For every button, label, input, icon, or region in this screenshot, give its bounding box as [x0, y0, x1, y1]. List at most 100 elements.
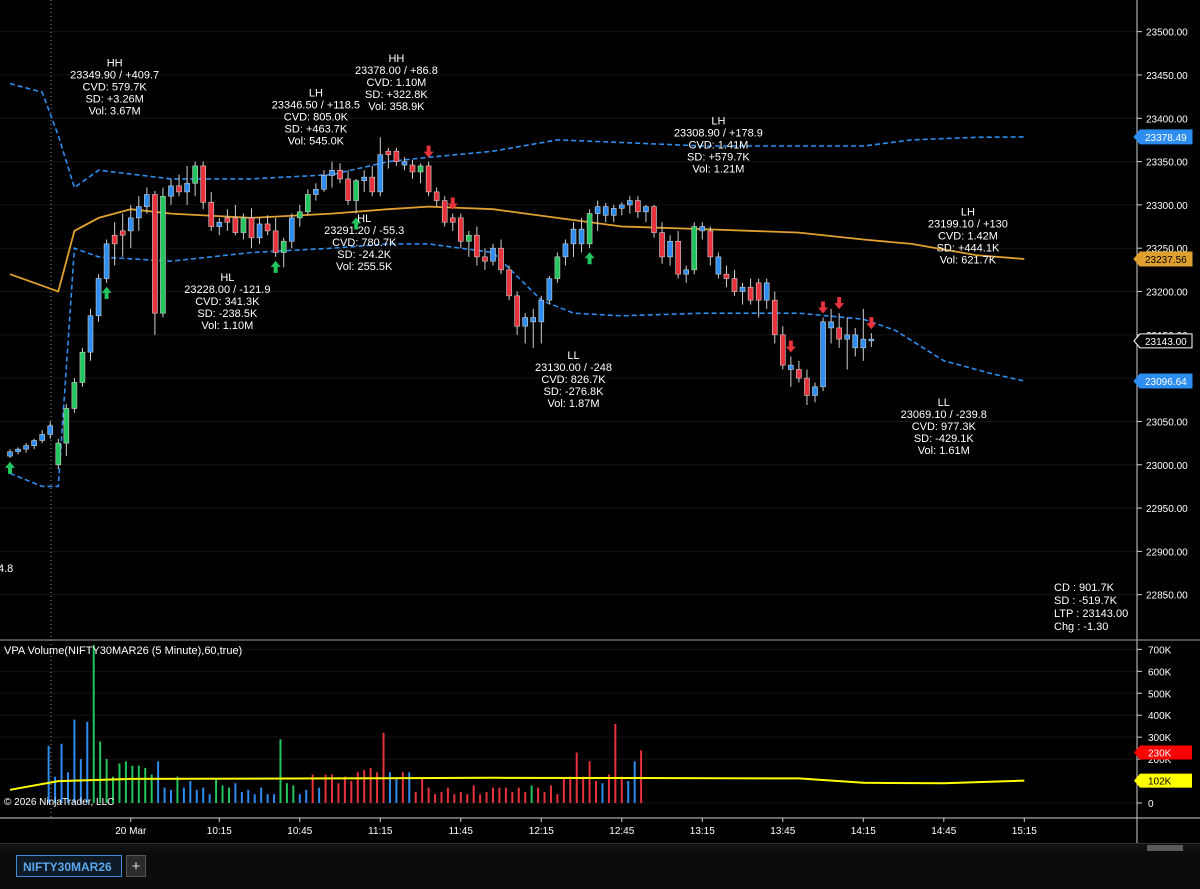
candle-body: [79, 351, 86, 383]
up-arrow-icon: [5, 461, 15, 474]
candle-body: [152, 194, 158, 314]
candle-body: [184, 182, 190, 193]
candle-body: [538, 299, 545, 323]
swing-label-line: Vol: 621.7K: [940, 254, 997, 266]
candle-body: [305, 194, 311, 213]
info-box-line: CD : 901.7K: [1054, 582, 1115, 594]
price-tick-label: 22950.00: [1146, 504, 1188, 515]
candle: [353, 178, 359, 214]
candle-body: [755, 282, 762, 301]
candle-body: [457, 217, 464, 242]
candle: [570, 222, 577, 257]
candle-body: [675, 240, 681, 275]
tab-nifty30mar26[interactable]: NIFTY30MAR26: [16, 855, 122, 877]
price-marker-label: 23378.49: [1145, 133, 1187, 144]
candle: [152, 191, 158, 335]
candle: [618, 202, 625, 216]
candle-body: [176, 185, 182, 193]
candle: [610, 204, 617, 223]
candle-body: [667, 240, 673, 258]
time-tick-label: 13:45: [770, 826, 795, 837]
candle-body: [771, 299, 778, 336]
candle-body: [844, 334, 851, 340]
down-arrow-icon: [423, 145, 434, 158]
candle-body: [763, 282, 770, 301]
swing-label-line: CVD: 341.3K: [195, 296, 260, 308]
candle: [192, 161, 198, 197]
up-arrow-icon: [351, 217, 362, 230]
price-tick-label: 23000.00: [1146, 461, 1188, 472]
time-axis: 20 Mar 10:15 10:45 11:15 11:45 12:15 12:45 13:1…: [115, 818, 1037, 837]
candle: [345, 170, 351, 205]
candle-body: [103, 243, 110, 279]
candle-body: [643, 206, 649, 213]
price-marker-label: 23237.56: [1145, 255, 1187, 266]
price-marker-tag: [1133, 251, 1193, 267]
candles: [7, 137, 875, 470]
volume-marker-label: 102K: [1148, 777, 1172, 788]
swing-label-line: HL: [357, 213, 371, 225]
price-tick-label: 22850.00: [1146, 591, 1188, 602]
candle: [232, 204, 239, 236]
candle: [739, 282, 746, 305]
candle: [651, 204, 657, 238]
candle-body: [272, 230, 279, 253]
candle-body: [691, 226, 698, 271]
candle: [771, 291, 778, 344]
candle-body: [522, 317, 529, 327]
candle: [482, 248, 488, 270]
time-tick-label: 15:15: [1012, 826, 1037, 837]
time-tick-label: 10:45: [287, 826, 312, 837]
candle-body: [248, 217, 255, 239]
swing-label-line: Vol: 1.10M: [201, 320, 253, 332]
volume-tick-label: 200K: [1148, 755, 1172, 766]
candle: [490, 243, 496, 266]
swing-label-line: 23308.90 / +178.9: [674, 127, 763, 139]
candle: [820, 317, 826, 392]
candle-body: [635, 200, 641, 213]
candle-body: [490, 247, 496, 262]
add-tab-button[interactable]: +: [126, 855, 146, 877]
candle: [763, 278, 770, 309]
candle-body: [651, 206, 657, 233]
price-tick-label: 22900.00: [1146, 547, 1188, 558]
price-marker-label: 23143.00: [1145, 337, 1187, 348]
candle-body: [353, 180, 359, 201]
tab-bar: NIFTY30MAR26 +: [0, 851, 1200, 889]
swing-label-line: CVD: 1.42M: [938, 230, 998, 242]
candle-body: [498, 247, 504, 271]
candle: [63, 404, 70, 457]
price-tick-label: 23500.00: [1146, 28, 1188, 39]
candle: [828, 308, 834, 344]
price-tick-label: 23400.00: [1146, 114, 1188, 125]
candle: [667, 235, 673, 266]
swing-label-line: 23130.00 / -248: [535, 362, 612, 374]
swing-label-line: SD: -24.2K: [337, 249, 391, 261]
volume-marker-tag: [1134, 773, 1192, 788]
candle: [417, 163, 424, 184]
candle: [87, 308, 94, 361]
candle-body: [482, 256, 488, 262]
candle: [506, 265, 512, 301]
candle-body: [699, 226, 706, 232]
swing-label-line: LL: [938, 397, 950, 409]
time-tick-label: 12:15: [529, 826, 554, 837]
candle-body: [610, 208, 617, 216]
copyright-text: © 2026 NinjaTrader, LLC: [4, 797, 114, 808]
lower-band-line: [9, 243, 1025, 488]
candle-body: [55, 442, 62, 466]
price-marker: 23096.64: [1133, 373, 1193, 389]
volume-tick-label: 0: [1148, 799, 1154, 810]
price-tick-label: 23050.00: [1146, 417, 1188, 428]
scrollbar-thumb[interactable]: [1147, 845, 1183, 851]
candle-body: [361, 176, 368, 181]
horizontal-scrollbar[interactable]: [0, 843, 1200, 852]
swing-label-line: LH: [309, 88, 323, 100]
candle: [288, 213, 295, 249]
candle-body: [160, 195, 166, 314]
candle: [216, 217, 223, 236]
